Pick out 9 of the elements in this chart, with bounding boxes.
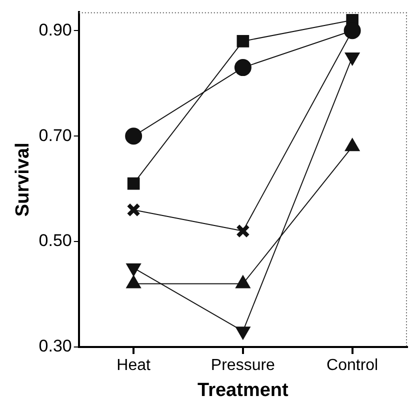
y-axis-title: Survival	[12, 142, 34, 217]
y-tick-label: 0.90	[38, 20, 72, 40]
y-tick-label: 0.70	[38, 126, 72, 145]
y-tick-label: 0.30	[38, 336, 72, 356]
x-tick-label: Heat	[116, 357, 152, 374]
x-tick-label: Pressure	[210, 357, 276, 374]
x-axis-title: Treatment	[198, 380, 290, 401]
x-tick-label: Control	[326, 357, 378, 374]
y-tick-label: 0.50	[38, 231, 72, 250]
